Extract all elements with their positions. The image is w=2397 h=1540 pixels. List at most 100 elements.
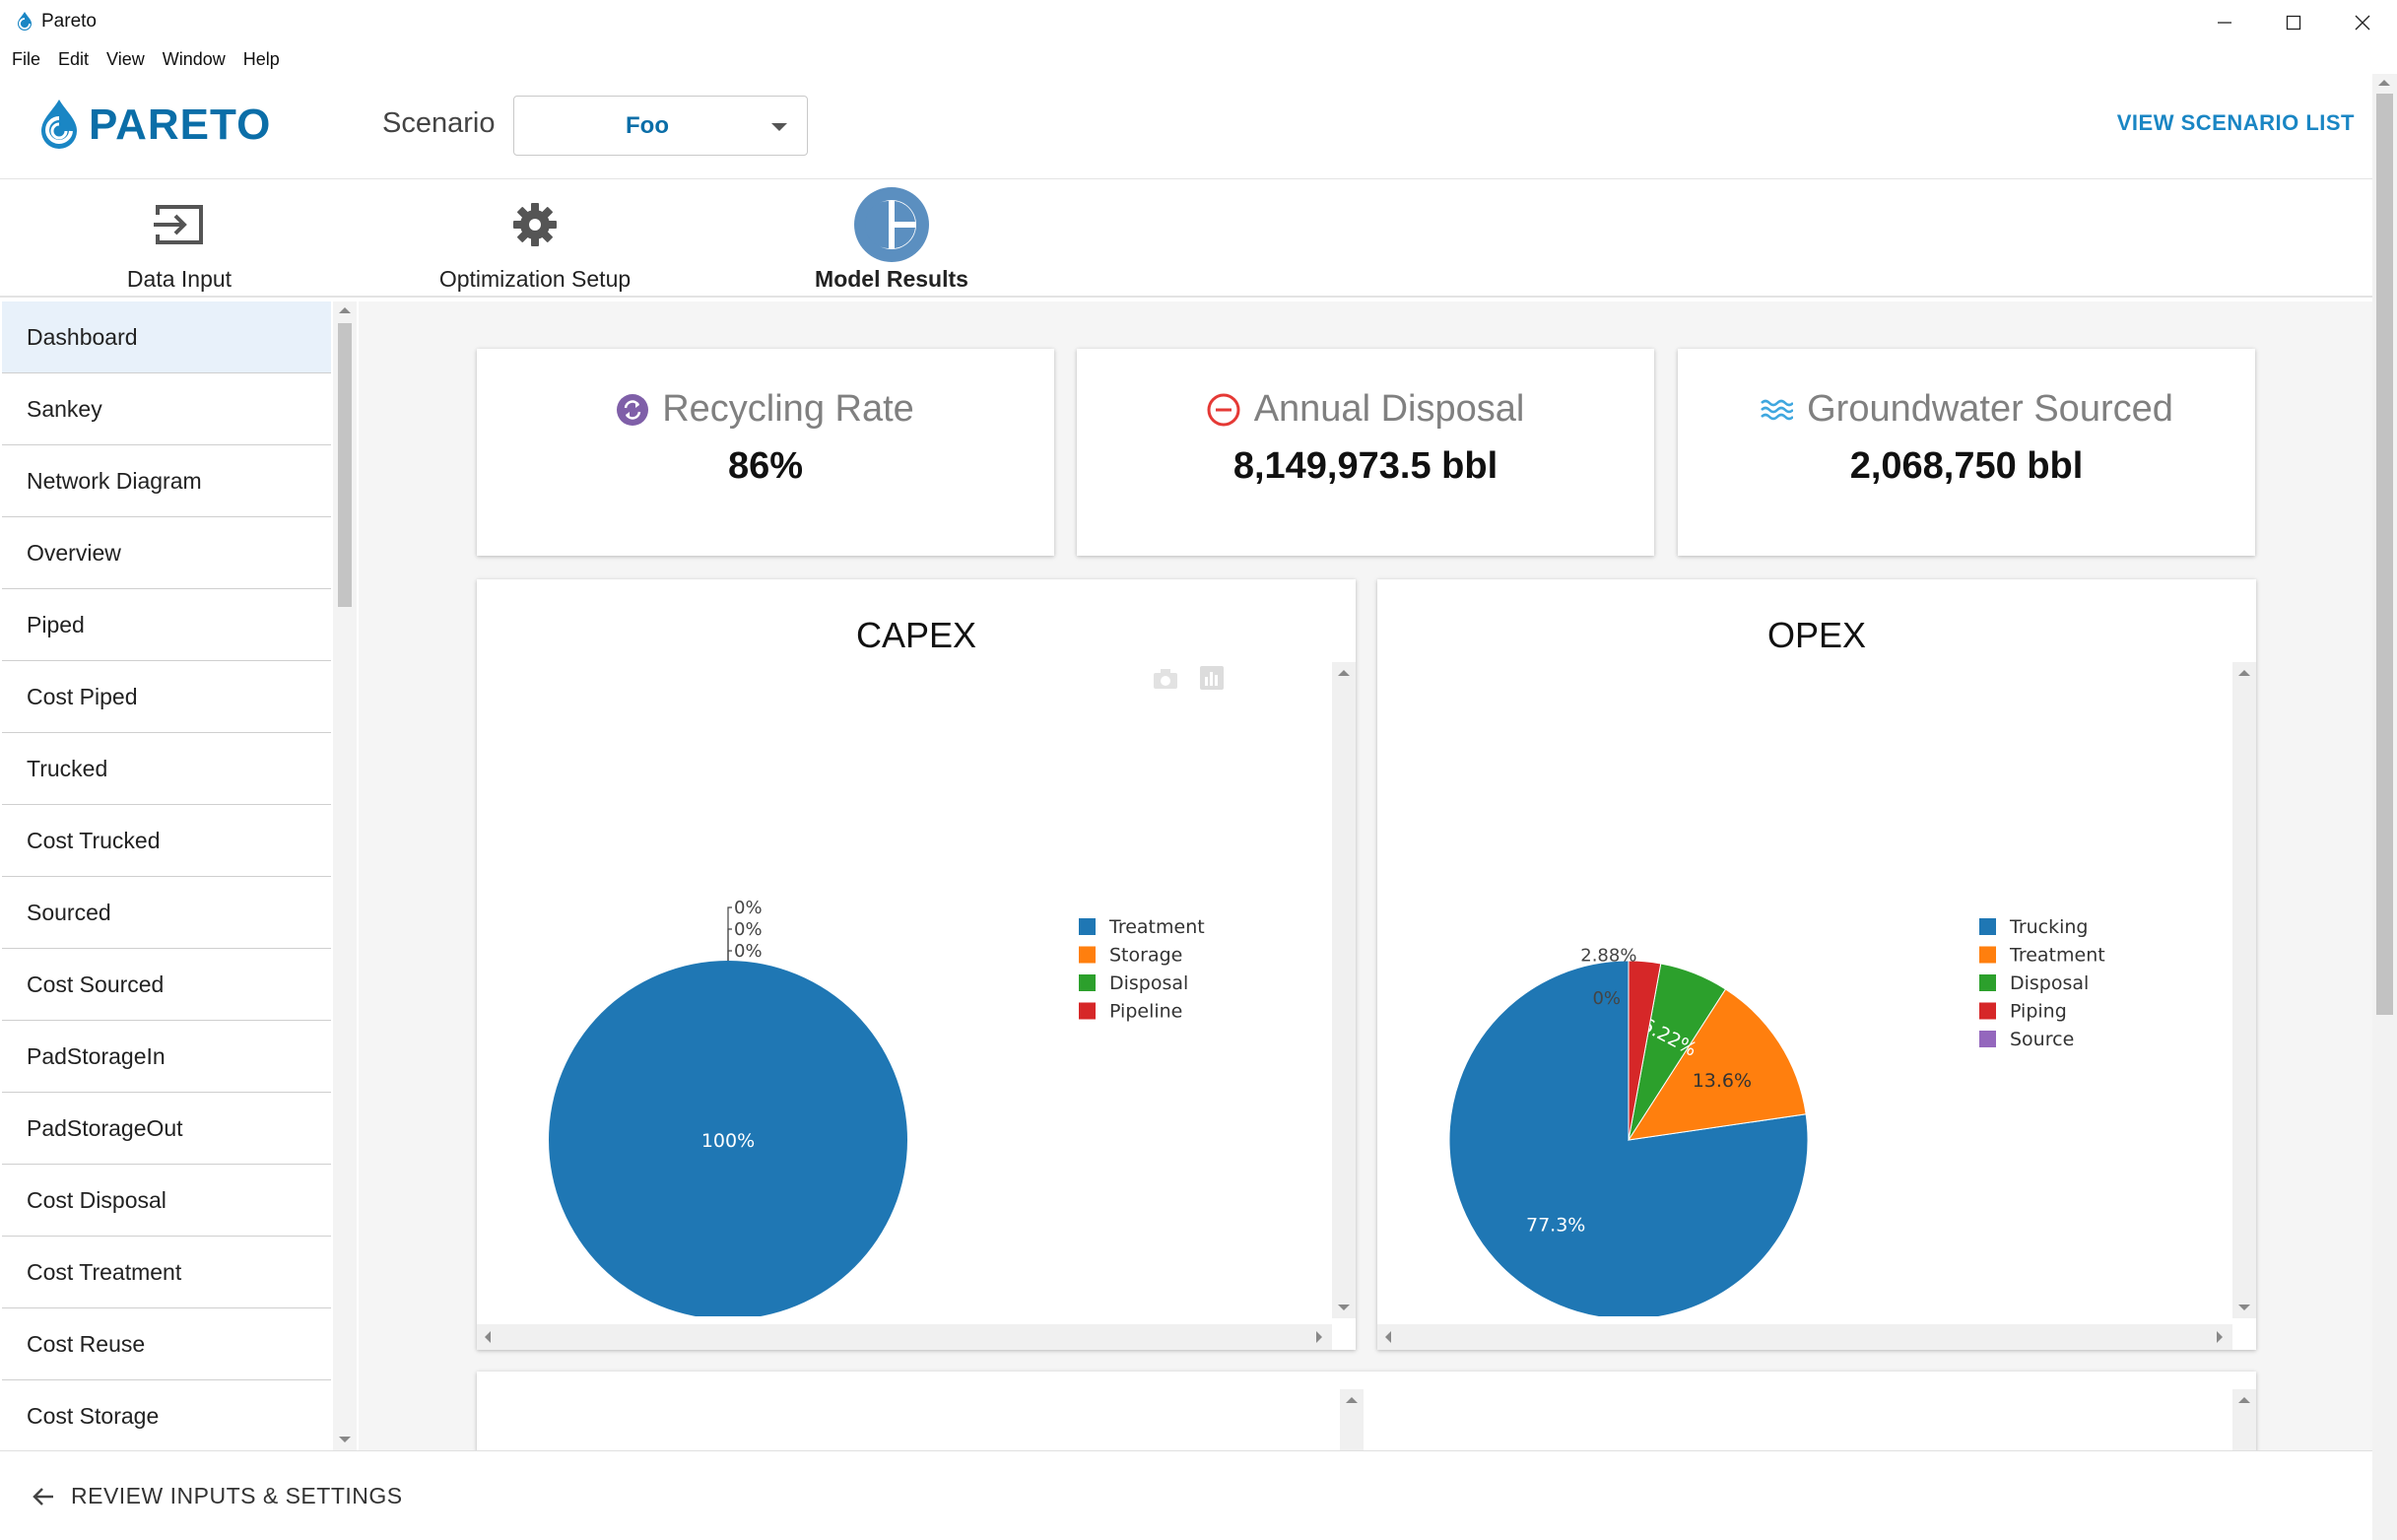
capex-chart-card: CAPEX 100% 0% 0% 0% Treatment Storage Disposal… xyxy=(477,579,1356,1350)
sidebar-item-cost-reuse[interactable]: Cost Reuse xyxy=(2,1308,331,1380)
scenario-label: Scenario xyxy=(382,107,496,139)
pie-data-label: 2.88% xyxy=(1580,946,1636,967)
menu-edit[interactable]: Edit xyxy=(58,48,90,69)
sidebar-item-sourced[interactable]: Sourced xyxy=(2,877,331,949)
window-title: Pareto xyxy=(41,11,97,32)
scenario-select[interactable]: Foo xyxy=(513,96,808,156)
pie-data-label: 13.6% xyxy=(1693,1070,1752,1092)
legend-swatch[interactable] xyxy=(1979,974,1996,991)
tab-optimization-setup[interactable]: Optimization Setup xyxy=(407,191,663,293)
legend-swatch[interactable] xyxy=(1079,1002,1096,1020)
recycle-icon xyxy=(617,393,649,426)
sidebar-item-cost-sourced[interactable]: Cost Sourced xyxy=(2,949,331,1021)
title-bar: Pareto xyxy=(0,0,2397,44)
legend-label[interactable]: Piping xyxy=(2010,1001,2067,1023)
scrollbar-thumb[interactable] xyxy=(2376,94,2393,1015)
chart-vertical-scrollbar[interactable] xyxy=(2232,662,2256,1318)
opex-pie-chart: 77.3%13.6%6.22%2.88%0%TruckingTreatmentD… xyxy=(1448,916,2105,1316)
pie-slice[interactable] xyxy=(1628,960,1662,1141)
capex-pie-chart: 100%0%0%0%TreatmentStorageDisposalPipeli… xyxy=(549,898,1205,1316)
sidebar-item-padstoragein[interactable]: PadStorageIn xyxy=(2,1021,331,1093)
scroll-left-icon[interactable] xyxy=(485,1331,491,1343)
scroll-right-icon[interactable] xyxy=(2217,1331,2223,1343)
sidebar-item-padstorageout[interactable]: PadStorageOut xyxy=(2,1093,331,1165)
legend-label[interactable]: Pipeline xyxy=(1109,1001,1182,1023)
menu-file[interactable]: File xyxy=(12,48,41,69)
tab-data-input[interactable]: Data Input xyxy=(51,191,307,293)
scroll-up-icon[interactable] xyxy=(1338,670,1350,676)
chart-horizontal-scrollbar[interactable] xyxy=(477,1324,1332,1350)
scroll-down-icon[interactable] xyxy=(339,1437,351,1442)
sidebar-item-dashboard[interactable]: Dashboard xyxy=(2,301,331,373)
close-button[interactable] xyxy=(2328,0,2397,44)
results-sidebar: Dashboard Sankey Network Diagram Overvie… xyxy=(2,301,333,1450)
menu-bar: File Edit View Window Help xyxy=(0,44,2397,74)
legend-label[interactable]: Storage xyxy=(1109,945,1182,967)
label-leader-line xyxy=(727,950,732,961)
scroll-up-icon[interactable] xyxy=(1346,1397,1358,1403)
legend-swatch[interactable] xyxy=(1079,918,1096,935)
legend-swatch[interactable] xyxy=(1079,974,1096,991)
legend-swatch[interactable] xyxy=(1979,918,1996,935)
camera-icon[interactable] xyxy=(1153,668,1178,690)
maximize-button[interactable] xyxy=(2259,0,2328,44)
pie-slice[interactable] xyxy=(1627,988,1807,1141)
sidebar-item-overview[interactable]: Overview xyxy=(2,517,331,589)
kpi-annual-disposal: Annual Disposal 8,149,973.5 bbl xyxy=(1077,349,1654,556)
scroll-up-icon[interactable] xyxy=(2238,1397,2250,1403)
sidebar-item-cost-trucked[interactable]: Cost Trucked xyxy=(2,805,331,877)
sidebar-item-network-diagram[interactable]: Network Diagram xyxy=(2,445,331,517)
sidebar-item-trucked[interactable]: Trucked xyxy=(2,733,331,805)
review-inputs-button[interactable]: REVIEW INPUTS & SETTINGS xyxy=(32,1483,403,1509)
scroll-left-icon[interactable] xyxy=(1385,1331,1391,1343)
legend-swatch[interactable] xyxy=(1079,946,1096,964)
legend-swatch[interactable] xyxy=(1979,1002,1996,1020)
minimize-button[interactable] xyxy=(2190,0,2259,44)
chart-vertical-scrollbar[interactable] xyxy=(1340,1389,1364,1450)
pie-slice[interactable] xyxy=(549,961,907,1316)
sidebar-item-cost-storage[interactable]: Cost Storage xyxy=(2,1380,331,1450)
sidebar-item-cost-piped[interactable]: Cost Piped xyxy=(2,661,331,733)
legend-label[interactable]: Trucking xyxy=(2009,916,2089,938)
chart-data-icon[interactable] xyxy=(1200,666,1224,690)
minus-circle-icon xyxy=(1207,393,1240,426)
menu-view[interactable]: View xyxy=(106,48,145,69)
legend-label[interactable]: Disposal xyxy=(2010,972,2089,994)
chart-vertical-scrollbar[interactable] xyxy=(1332,662,1356,1318)
menu-help[interactable]: Help xyxy=(242,48,280,69)
menu-window[interactable]: Window xyxy=(162,48,226,69)
tab-model-results[interactable]: Model Results xyxy=(764,187,1020,293)
pie-data-label: 0% xyxy=(734,898,763,918)
tab-label: Data Input xyxy=(126,266,233,292)
sidebar-item-piped[interactable]: Piped xyxy=(2,589,331,661)
legend-label[interactable]: Treatment xyxy=(1108,916,1205,938)
sidebar-item-cost-treatment[interactable]: Cost Treatment xyxy=(2,1237,331,1308)
view-scenario-list-link[interactable]: VIEW SCENARIO LIST xyxy=(2116,110,2355,135)
legend-label[interactable]: Treatment xyxy=(2009,945,2105,967)
pie-slice[interactable] xyxy=(1448,960,1809,1316)
pie-data-label: 100% xyxy=(701,1130,755,1152)
pie-data-label: 0% xyxy=(734,941,763,962)
sign-in-icon xyxy=(154,205,203,244)
scroll-up-icon[interactable] xyxy=(2238,670,2250,676)
scroll-up-icon[interactable] xyxy=(2378,80,2390,86)
legend-label[interactable]: Disposal xyxy=(1109,972,1188,994)
logo-text: PARETO xyxy=(89,100,272,149)
scroll-down-icon[interactable] xyxy=(1338,1305,1350,1310)
main-tabs: Data Input xyxy=(0,179,2372,298)
sidebar-scrollbar[interactable] xyxy=(333,301,357,1450)
sidebar-item-sankey[interactable]: Sankey xyxy=(2,373,331,445)
chart-vertical-scrollbar[interactable] xyxy=(2232,1389,2256,1450)
legend-swatch[interactable] xyxy=(1979,946,1996,964)
chart-title: OPEX xyxy=(1766,615,1867,655)
main-scrollbar[interactable] xyxy=(2372,74,2397,1540)
legend-swatch[interactable] xyxy=(1979,1031,1996,1047)
chart-horizontal-scrollbar[interactable] xyxy=(1377,1324,2232,1350)
legend-label[interactable]: Source xyxy=(2010,1029,2074,1050)
sidebar-item-cost-disposal[interactable]: Cost Disposal xyxy=(2,1165,331,1237)
scroll-down-icon[interactable] xyxy=(2238,1305,2250,1310)
pareto-drop-icon xyxy=(18,12,32,31)
scroll-up-icon[interactable] xyxy=(339,307,351,313)
scroll-right-icon[interactable] xyxy=(1316,1331,1322,1343)
scrollbar-thumb[interactable] xyxy=(338,323,352,607)
